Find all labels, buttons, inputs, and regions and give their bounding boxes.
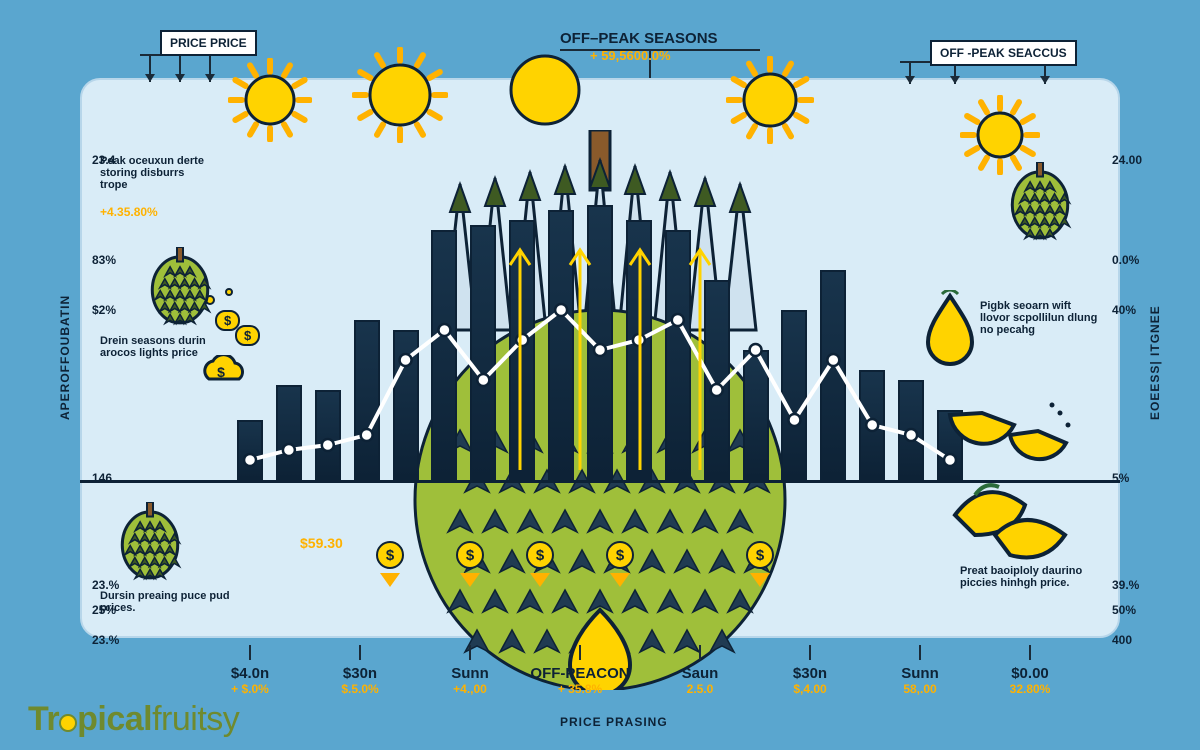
y-left-tick: 83% [92, 253, 116, 267]
y-left-tick: 23.4 [92, 153, 115, 167]
durian-icon [147, 247, 213, 326]
y-left-tick: $2% [92, 303, 116, 317]
y-axis-right-title: EOEESS| ITGNEE [1148, 305, 1162, 420]
y-right-tick: 5% [1112, 471, 1129, 485]
x-axis-label: OFF-PEACON+ 35.8% [530, 665, 630, 696]
dollar-chip-icon: $ [456, 541, 484, 569]
chevron-down-icon [460, 573, 480, 587]
durian-icon [117, 502, 183, 581]
y-left-tick: 23.% [92, 633, 119, 647]
y-left-tick: 23.% [92, 578, 119, 592]
chevron-down-icon [380, 573, 400, 587]
y-right-tick: 39.% [1112, 578, 1139, 592]
y-right-tick: 0.0% [1112, 253, 1139, 267]
fruit-slices-icon [940, 385, 1080, 475]
y-left-tick: 25% [92, 603, 116, 617]
mid-price-label: $59.30 [300, 535, 343, 551]
x-axis-caption: PRICE PRASING [560, 715, 668, 729]
chevron-down-icon [530, 573, 550, 587]
sun-icon [726, 56, 814, 144]
top-badge-right: OFF -PEAK SEACCUS [930, 40, 1077, 66]
left-lower-block: Drein seasons durin arocos lights price [100, 335, 210, 359]
x-axis-label: $30n$,4.00 [760, 665, 860, 696]
dollar-chip-icon: $ [746, 541, 774, 569]
y-right-tick: 24.00 [1112, 153, 1142, 167]
chevron-down-icon [750, 573, 770, 587]
x-axis-label: Sunn+4.,00 [420, 665, 520, 696]
top-heading-sub: + 59,5600.0% [590, 48, 671, 63]
top-badge-left: PRICE PRICE [160, 30, 257, 56]
x-axis-label: $0.0032.80% [980, 665, 1080, 696]
pill-dollar-2: $ [235, 325, 260, 346]
chevron-down-icon [610, 573, 630, 587]
x-axis-label: $4.0n+ $.0% [200, 665, 300, 696]
y-right-tick: 400 [1112, 633, 1132, 647]
watermark-logo: Trpicalfruitsy [28, 700, 239, 739]
peel-slices-icon [935, 475, 1095, 575]
durian-icon [1007, 162, 1073, 241]
y-axis-left-title: APEROFFOUBATIN [58, 295, 72, 420]
x-axis-label: Saun2.5.0 [650, 665, 750, 696]
sun-icon [228, 58, 312, 142]
x-axis-label: Sunn58,.00 [870, 665, 970, 696]
dollar-chip-icon: $ [606, 541, 634, 569]
dot-icon [225, 288, 233, 296]
cloud-dollar-icon: $ [195, 355, 251, 391]
drop-icon [920, 290, 980, 370]
svg-text:$: $ [217, 364, 225, 380]
bottom-left-caption: Dursin preaing puce pud prices. [100, 590, 230, 614]
dollar-chip-icon: $ [526, 541, 554, 569]
y-left-tick: 146 [92, 471, 112, 485]
dollar-chip-icon: $ [376, 541, 404, 569]
left-block-title: Peak oceuxun derte storing disburrs trop… [100, 155, 210, 191]
y-right-tick: 40% [1112, 303, 1136, 317]
left-block-sub: +4.35.80% [100, 205, 158, 219]
x-axis-label: $30n$.5.0% [310, 665, 410, 696]
sun-icon [493, 38, 597, 142]
right-block: Pigbk seoarn wift llovor scpollilun dlun… [980, 300, 1100, 336]
y-right-tick: 50% [1112, 603, 1136, 617]
sun-icon [352, 47, 448, 143]
